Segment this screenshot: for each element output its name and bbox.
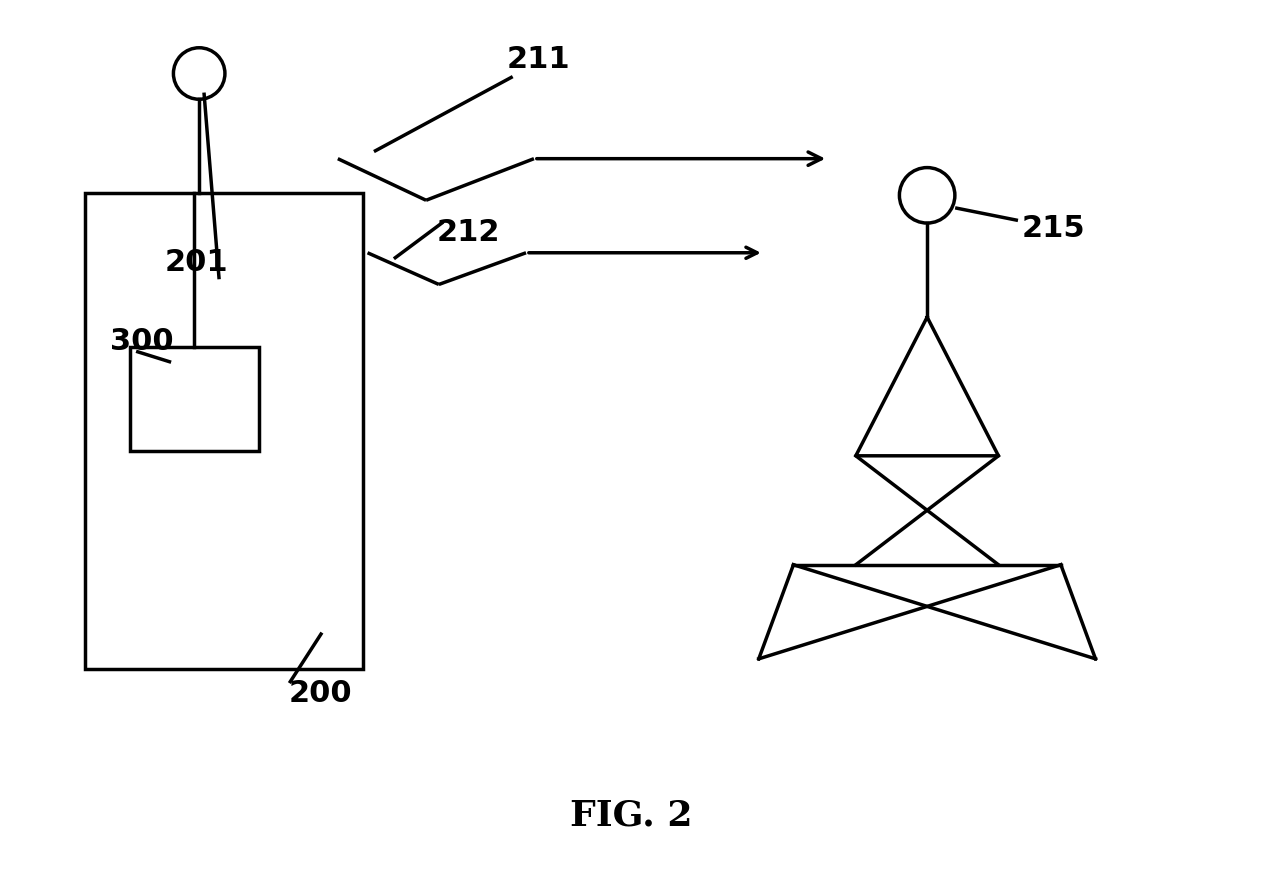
Text: 211: 211 <box>506 45 570 74</box>
Text: 212: 212 <box>437 219 500 247</box>
Text: 201: 201 <box>164 248 228 277</box>
Text: 300: 300 <box>110 327 174 356</box>
Bar <box>86 193 362 669</box>
Text: 200: 200 <box>288 679 352 708</box>
Text: 215: 215 <box>1021 213 1085 242</box>
Text: FIG. 2: FIG. 2 <box>569 799 693 833</box>
Bar <box>130 347 259 451</box>
